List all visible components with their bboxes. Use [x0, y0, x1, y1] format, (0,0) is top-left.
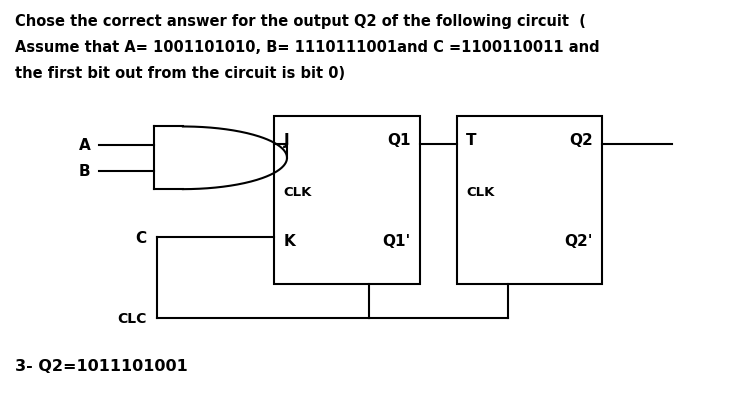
- Text: 3- Q2=1011101001: 3- Q2=1011101001: [15, 358, 188, 373]
- Text: CLK: CLK: [284, 186, 312, 198]
- Text: Q1: Q1: [387, 133, 410, 147]
- Bar: [457, 116, 602, 285]
- Text: Q2: Q2: [569, 133, 593, 147]
- Text: K: K: [284, 234, 296, 248]
- Text: T: T: [466, 133, 476, 147]
- Text: Q2': Q2': [565, 234, 593, 248]
- Text: the first bit out from the circuit is bit 0): the first bit out from the circuit is bi…: [15, 66, 345, 81]
- Text: Assume that A= 1001101010, B= 1110111001and C =1100110011 and: Assume that A= 1001101010, B= 1110111001…: [15, 40, 600, 55]
- Text: Chose the correct answer for the output Q2 of the following circuit  (: Chose the correct answer for the output …: [15, 14, 586, 29]
- Bar: [274, 116, 420, 285]
- Text: CLK: CLK: [466, 186, 494, 198]
- Text: CLC: CLC: [117, 312, 146, 326]
- Text: Q1': Q1': [382, 234, 410, 248]
- Text: C: C: [135, 230, 146, 245]
- Text: B: B: [79, 164, 90, 179]
- Text: J: J: [284, 133, 290, 147]
- Text: A: A: [79, 138, 90, 153]
